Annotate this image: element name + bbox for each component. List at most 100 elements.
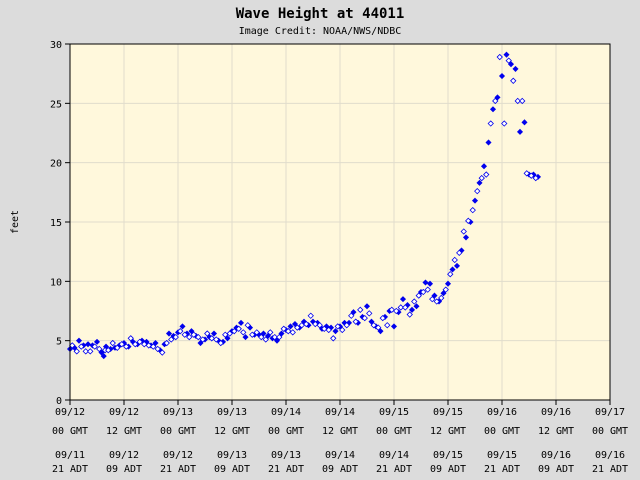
- data-point-open: [505, 57, 512, 64]
- data-point-open: [397, 304, 404, 311]
- data-point-open: [451, 256, 458, 264]
- x-tick-label-gmt: 09/12: [109, 407, 139, 418]
- data-point-filled: [368, 318, 375, 325]
- data-point-filled: [197, 340, 204, 347]
- data-point-open: [307, 312, 314, 319]
- data-point-open: [294, 324, 301, 331]
- x-tick-label-local: 09/13: [217, 450, 247, 461]
- x-tick-label-local: 09/15: [487, 450, 517, 461]
- data-point-open: [465, 217, 472, 224]
- data-point-filled: [485, 139, 492, 146]
- data-point-open: [496, 53, 503, 61]
- data-point-filled: [449, 266, 456, 273]
- data-point-open: [69, 342, 76, 349]
- data-point-open: [186, 333, 193, 341]
- data-point-open: [438, 294, 445, 302]
- data-point-filled: [462, 234, 470, 241]
- x-tick-label-gmt: 12 GMT: [430, 426, 466, 437]
- data-point-filled: [84, 341, 92, 348]
- data-point-filled: [440, 290, 447, 297]
- data-point-open: [370, 322, 377, 329]
- x-tick-label-gmt: 09/12: [55, 407, 85, 418]
- x-tick-label-local: 09/12: [163, 450, 193, 461]
- data-point-open: [442, 286, 449, 293]
- data-point-open: [352, 318, 359, 325]
- data-point-open: [433, 298, 440, 305]
- data-point-open: [523, 170, 530, 177]
- data-point-filled: [188, 328, 195, 335]
- data-point-open: [136, 338, 143, 346]
- data-point-open: [159, 349, 166, 356]
- data-point-open: [127, 335, 134, 342]
- data-point-open: [375, 324, 382, 331]
- data-point-filled: [237, 319, 245, 326]
- data-point-open: [424, 286, 431, 293]
- data-point-open: [87, 348, 94, 355]
- x-tick-label-gmt: 00 GMT: [592, 426, 628, 437]
- data-point-open: [456, 249, 463, 257]
- data-point-open: [406, 311, 413, 318]
- data-point-open: [78, 343, 85, 350]
- x-tick-label-local: 21 ADT: [268, 464, 304, 475]
- data-point-filled: [507, 61, 515, 68]
- data-point-filled: [408, 306, 416, 313]
- data-point-open: [339, 326, 346, 334]
- x-tick-label-gmt: 00 GMT: [484, 426, 520, 437]
- data-point-open: [289, 329, 296, 336]
- x-tick-label-local: 09 ADT: [322, 464, 358, 475]
- x-tick-label-gmt: 00 GMT: [160, 426, 196, 437]
- x-tick-label-gmt: 09/15: [433, 407, 463, 418]
- y-tick-label: 15: [50, 218, 62, 229]
- x-tick-label-local: 09/11: [55, 450, 85, 461]
- data-point-open: [276, 333, 283, 341]
- data-point-open: [190, 331, 197, 338]
- x-tick-label-local: 09/16: [541, 450, 571, 461]
- data-point-filled: [480, 163, 488, 170]
- data-point-open: [460, 228, 467, 235]
- x-tick-label-gmt: 09/13: [163, 407, 193, 418]
- data-point-filled: [489, 106, 497, 113]
- data-point-open: [415, 292, 422, 299]
- data-point-filled: [100, 353, 107, 360]
- data-point-filled: [332, 328, 339, 335]
- data-point-open: [348, 312, 355, 319]
- data-point-open: [514, 97, 521, 105]
- x-tick-label-local: 09/14: [379, 450, 409, 461]
- x-tick-label-gmt: 09/17: [595, 407, 625, 418]
- data-point-open: [141, 341, 148, 348]
- data-point-open: [384, 322, 391, 329]
- x-tick-label-local: 09/12: [109, 450, 139, 461]
- x-tick-label-gmt: 12 GMT: [106, 426, 142, 437]
- x-tick-label-gmt: 12 GMT: [538, 426, 574, 437]
- data-point-open: [231, 328, 238, 335]
- y-axis-ticks: 0 5 10 15 20 25 30: [50, 40, 70, 407]
- x-axis-ticks: 09/12 00 GMT 09/11 21 ADT 09/12 12 GMT 09/12 09…: [52, 400, 628, 475]
- data-point-open: [474, 187, 481, 195]
- data-point-open: [280, 325, 287, 332]
- data-point-open: [168, 336, 175, 343]
- data-point-open: [132, 341, 139, 348]
- data-point-filled: [98, 349, 105, 356]
- data-point-filled: [210, 330, 218, 337]
- data-point-open: [325, 326, 332, 334]
- data-point-open: [204, 330, 211, 337]
- data-point-open: [109, 339, 116, 347]
- y-tick-label: 30: [50, 40, 62, 51]
- x-tick-label-local: 09/13: [271, 450, 301, 461]
- data-point-open: [316, 322, 323, 329]
- data-point-filled: [471, 197, 479, 204]
- data-point-open: [217, 339, 224, 347]
- data-point-open: [447, 271, 454, 278]
- x-tick-label-gmt: 09/13: [217, 407, 247, 418]
- data-point-filled: [260, 330, 267, 337]
- x-tick-label-gmt: 00 GMT: [268, 426, 304, 437]
- x-tick-label-local: 09/14: [325, 450, 355, 461]
- data-point-filled: [521, 119, 528, 126]
- data-point-open: [118, 341, 125, 348]
- data-point-filled: [179, 323, 186, 330]
- data-point-open: [96, 345, 103, 353]
- data-point-filled: [152, 340, 159, 347]
- data-point-open: [199, 336, 206, 343]
- data-point-filled: [75, 337, 83, 344]
